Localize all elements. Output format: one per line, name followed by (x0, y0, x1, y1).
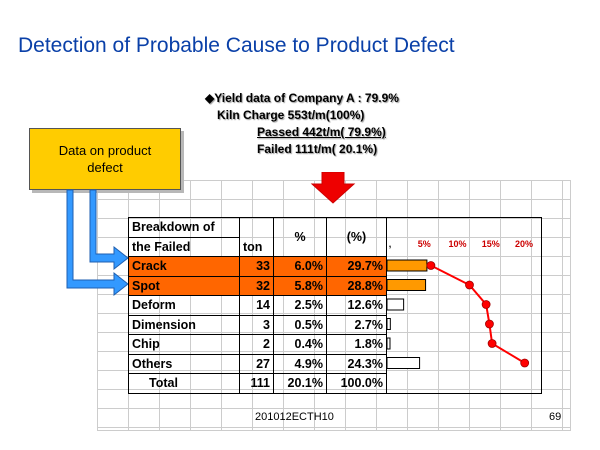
defect-bar (386, 357, 421, 369)
cumulative-point (487, 339, 497, 348)
row-ton: 27 (239, 353, 274, 374)
callout-line-2: defect (87, 160, 123, 175)
total-pct: 20.1% (273, 373, 327, 394)
row-ton: 3 (239, 314, 274, 335)
table-row: Dimension 3 0.5% 2.7% (128, 314, 542, 335)
tick-label: 15% (482, 239, 500, 249)
yield-summary: ◆Yield data of Company A : 79.9% Kiln Ch… (205, 90, 399, 158)
table-row: Deform 14 2.5% 12.6% (128, 295, 542, 316)
defect-bar (386, 259, 428, 272)
tick-label: 10% (449, 239, 467, 249)
row-share: 12.6% (326, 295, 387, 316)
row-share: 24.3% (326, 353, 387, 374)
row-pct: 5.8% (273, 275, 327, 296)
row-pct: 0.4% (273, 334, 327, 355)
defect-bar (386, 279, 427, 291)
defect-bar (386, 298, 405, 311)
cumulative-point (465, 280, 474, 290)
row-pct: 4.9% (273, 353, 327, 374)
yield-line-headline: ◆Yield data of Company A : 79.9% (205, 91, 399, 105)
cumulative-point (481, 300, 491, 309)
header-pct: % (273, 217, 327, 257)
total-ton: 111 (239, 373, 274, 394)
cumulative-point (426, 261, 436, 270)
row-ton: 14 (239, 295, 274, 316)
row-share: 28.8% (326, 275, 387, 296)
tick-label: , (389, 239, 392, 249)
cumulative-line (430, 264, 526, 364)
row-ton: 2 (239, 334, 274, 355)
yield-line-failed: Failed 111t/m( 20.1%) (257, 142, 378, 156)
row-name: Chip (128, 334, 240, 355)
row-pct: 6.0% (273, 256, 327, 277)
footer-code: 201012ECTH10 (255, 411, 334, 423)
row-ton: 32 (239, 275, 274, 296)
row-share: 1.8% (326, 334, 387, 355)
row-ton: 33 (239, 256, 274, 277)
tick-label: 5% (418, 239, 431, 249)
total-share: 100.0% (326, 373, 387, 394)
row-name: Spot (128, 275, 240, 296)
header-ton: ton (239, 217, 274, 257)
row-share: 29.7% (326, 256, 387, 277)
product-defect-callout: Data on product defect (29, 128, 181, 190)
down-arrow-icon (310, 172, 356, 204)
header-the-failed: the Failed (128, 236, 240, 257)
row-share: 2.7% (326, 314, 387, 335)
row-name: Dimension (128, 314, 240, 335)
table-row: Crack 33 6.0% 29.7% (128, 256, 542, 277)
header-share: (%) (326, 217, 387, 257)
tick-label: 20% (515, 239, 533, 249)
defect-bar (386, 318, 391, 330)
row-name: Others (128, 353, 240, 374)
yield-line-charge: Kiln Charge 553t/m(100%) (217, 108, 365, 122)
total-name: Total (128, 373, 240, 394)
yield-line-passed: Passed 442t/m( 79.9%) (257, 125, 386, 139)
row-pct: 0.5% (273, 314, 327, 335)
table-row: Chip 2 0.4% 1.8% (128, 334, 542, 355)
defect-pareto-chart: , 5% 10% 15% 20% (386, 239, 533, 369)
row-pct: 2.5% (273, 295, 327, 316)
row-name: Deform (128, 295, 240, 316)
callout-line-1: Data on product (58, 143, 152, 158)
page-number: 69 (549, 411, 562, 423)
cumulative-point (520, 358, 530, 368)
table-total-row: Total 111 20.1% 100.0% (128, 373, 542, 394)
row-name: Crack (128, 256, 240, 277)
slide-title: Detection of Probable Cause to Product D… (18, 34, 455, 57)
defect-bar (386, 337, 391, 350)
header-breakdown: Breakdown of (128, 217, 240, 238)
cumulative-point (485, 319, 494, 329)
